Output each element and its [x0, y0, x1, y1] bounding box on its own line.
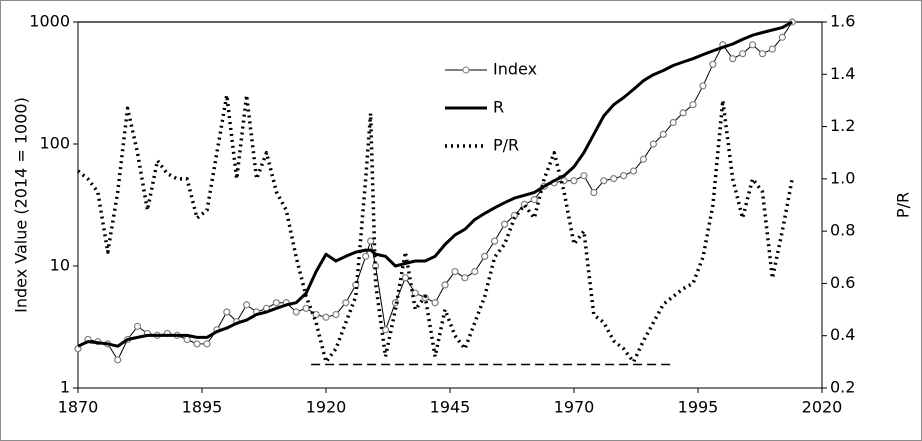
data-point [689, 101, 697, 109]
data-point [223, 308, 231, 316]
data-point [243, 301, 251, 309]
data-point [401, 274, 409, 282]
legend-label: P/R [493, 136, 519, 155]
legend-label: R [493, 98, 504, 117]
x-tick-label: 1995 [678, 398, 719, 417]
x-tick-label: 1895 [182, 398, 223, 417]
y2-tick-label: 1.0 [830, 168, 855, 187]
data-point [411, 289, 419, 297]
data-point [729, 55, 737, 63]
data-point [133, 322, 142, 330]
y2-tick-label: 1.4 [830, 64, 855, 83]
y2-axis-label: P/R [894, 192, 913, 218]
data-point [332, 310, 340, 319]
data-point [758, 50, 767, 58]
data-point [342, 299, 350, 307]
data-point [659, 130, 667, 138]
data-point [600, 177, 608, 185]
data-point [114, 356, 122, 364]
data-point [312, 310, 320, 319]
y2-tick-label: 0.4 [830, 325, 855, 344]
data-point [481, 252, 489, 260]
x-tick-label: 1970 [554, 398, 595, 417]
data-point [471, 267, 479, 276]
data-point [272, 299, 280, 307]
data-point [381, 326, 390, 334]
data-point [649, 140, 657, 148]
y-tick-label: 1000 [29, 12, 70, 31]
y2-tick-label: 0.8 [830, 221, 855, 240]
x-tick-label: 1870 [58, 398, 99, 417]
legend-label: Index [493, 60, 537, 79]
data-point [679, 109, 687, 117]
data-point [362, 252, 370, 260]
data-point [610, 175, 618, 183]
data-point [768, 45, 777, 53]
data-point [431, 299, 439, 307]
data-point [639, 155, 648, 163]
x-tick-label: 1945 [430, 398, 471, 417]
series-line [76, 93, 794, 364]
y-tick-label: 1 [60, 378, 70, 397]
series-line [77, 20, 793, 348]
x-tick-label: 1920 [306, 398, 347, 417]
data-point [441, 281, 449, 289]
data-point [619, 172, 628, 180]
data-point [461, 274, 469, 282]
data-point [302, 304, 310, 312]
data-point [193, 340, 201, 348]
y-axis-label: Index Value (2014 = 1000) [12, 97, 31, 313]
data-point [699, 82, 707, 90]
y2-tick-label: 1.2 [830, 116, 855, 135]
data-point [570, 177, 578, 185]
data-point [500, 220, 509, 228]
data-point [629, 167, 638, 175]
data-point [491, 237, 499, 245]
data-point [451, 267, 459, 276]
y2-tick-label: 0.2 [830, 378, 855, 397]
legend-marker [462, 66, 470, 74]
data-point [778, 33, 786, 41]
y2-tick-label: 1.6 [830, 12, 855, 31]
data-point [322, 313, 330, 321]
data-point [669, 118, 677, 127]
data-point [590, 188, 598, 197]
y-tick-label: 100 [39, 134, 70, 153]
y2-tick-label: 0.6 [830, 273, 855, 292]
data-point [367, 237, 375, 245]
x-tick-label: 2020 [802, 398, 843, 417]
y-tick-label: 10 [50, 256, 70, 275]
data-point [203, 340, 211, 348]
data-point [292, 308, 300, 316]
data-point [580, 172, 588, 180]
data-point [739, 50, 747, 58]
data-point [530, 196, 538, 204]
data-point [748, 41, 757, 49]
data-point [709, 60, 717, 68]
